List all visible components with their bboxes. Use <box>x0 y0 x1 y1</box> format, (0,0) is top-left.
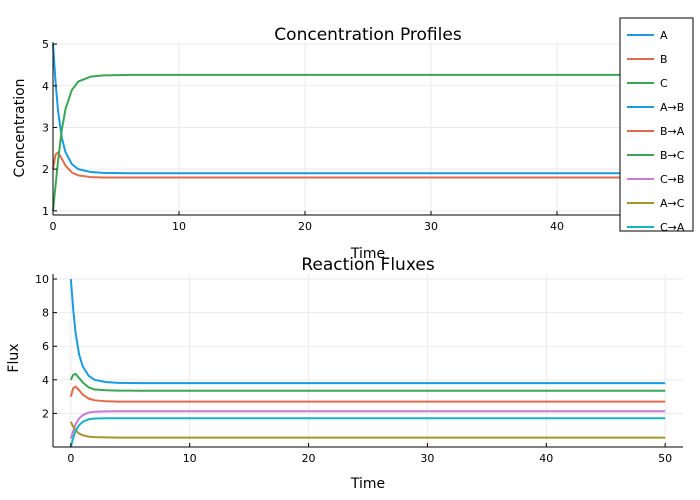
y-tick-label: 3 <box>42 121 49 134</box>
x-tick-label: 40 <box>539 452 553 465</box>
series-line-A <box>52 44 683 175</box>
legend: ABC A→B B→A B→C C→B A→C C→A <box>619 17 694 234</box>
series-line-B→C <box>69 372 666 392</box>
x-tick-label: 0 <box>67 452 74 465</box>
legend-label: A→B <box>660 101 684 114</box>
y-tick-label: 4 <box>42 374 49 387</box>
x-tick-label: 30 <box>420 452 434 465</box>
x-tick-label: 20 <box>302 452 316 465</box>
y-tick-label: 5 <box>42 38 49 51</box>
concentration-axes <box>52 42 683 216</box>
concentration-title: Concentration Profiles <box>274 25 462 45</box>
series-line-B→A <box>69 385 666 403</box>
x-tick-label: 0 <box>50 220 57 233</box>
x-tick-label: 50 <box>658 452 672 465</box>
x-tick-label: 20 <box>298 220 312 233</box>
y-tick-label: 2 <box>42 407 49 420</box>
concentration-ticks: 0102030405012345 <box>42 38 690 233</box>
flux-ylabel: Flux <box>6 343 22 372</box>
concentration-ylabel: Concentration <box>12 78 28 177</box>
x-tick-label: 10 <box>183 452 197 465</box>
legend-label: B <box>660 53 668 66</box>
legend-label: C <box>660 77 668 90</box>
series-line-C→A <box>69 417 666 448</box>
legend-label: C→A <box>660 221 685 234</box>
legend-label: B→C <box>660 149 685 162</box>
y-tick-label: 8 <box>42 307 49 320</box>
legend-label: A→C <box>660 197 685 210</box>
flux-title: Reaction Fluxes <box>301 255 435 275</box>
concentration-grid <box>52 42 684 215</box>
x-tick-label: 40 <box>550 220 564 233</box>
y-tick-label: 2 <box>42 163 49 176</box>
y-tick-label: 1 <box>42 205 49 218</box>
flux-grid <box>53 274 683 447</box>
concentration-panel: 0102030405012345 Concentration Profiles … <box>12 25 690 262</box>
series-line-C <box>52 73 683 211</box>
y-tick-label: 6 <box>42 340 49 353</box>
series-line-C→B <box>69 410 666 439</box>
y-tick-label: 10 <box>35 273 49 286</box>
x-tick-label: 30 <box>424 220 438 233</box>
flux-panel: 0 10 20 30 40 50 2 4 6 8 10 Reaction Fluxes Time F… <box>6 255 683 492</box>
y-tick-label: 4 <box>42 80 49 93</box>
legend-label: B→A <box>660 125 685 138</box>
legend-box <box>619 17 694 232</box>
series-line-A→C <box>69 421 666 439</box>
flux-series <box>69 278 666 448</box>
concentration-xlabel: Time <box>350 246 385 262</box>
flux-axes <box>52 274 683 448</box>
flux-xlabel: Time <box>350 476 385 492</box>
flux-ticks: 0 10 20 30 40 50 2 4 6 8 10 <box>35 273 672 465</box>
legend-label: A <box>660 29 668 42</box>
legend-entries: ABC A→B B→A B→C C→B A→C C→A <box>627 29 685 234</box>
x-tick-label: 10 <box>172 220 186 233</box>
legend-label: C→B <box>660 173 684 186</box>
series-line-A→B <box>69 278 666 385</box>
concentration-series <box>52 44 683 211</box>
